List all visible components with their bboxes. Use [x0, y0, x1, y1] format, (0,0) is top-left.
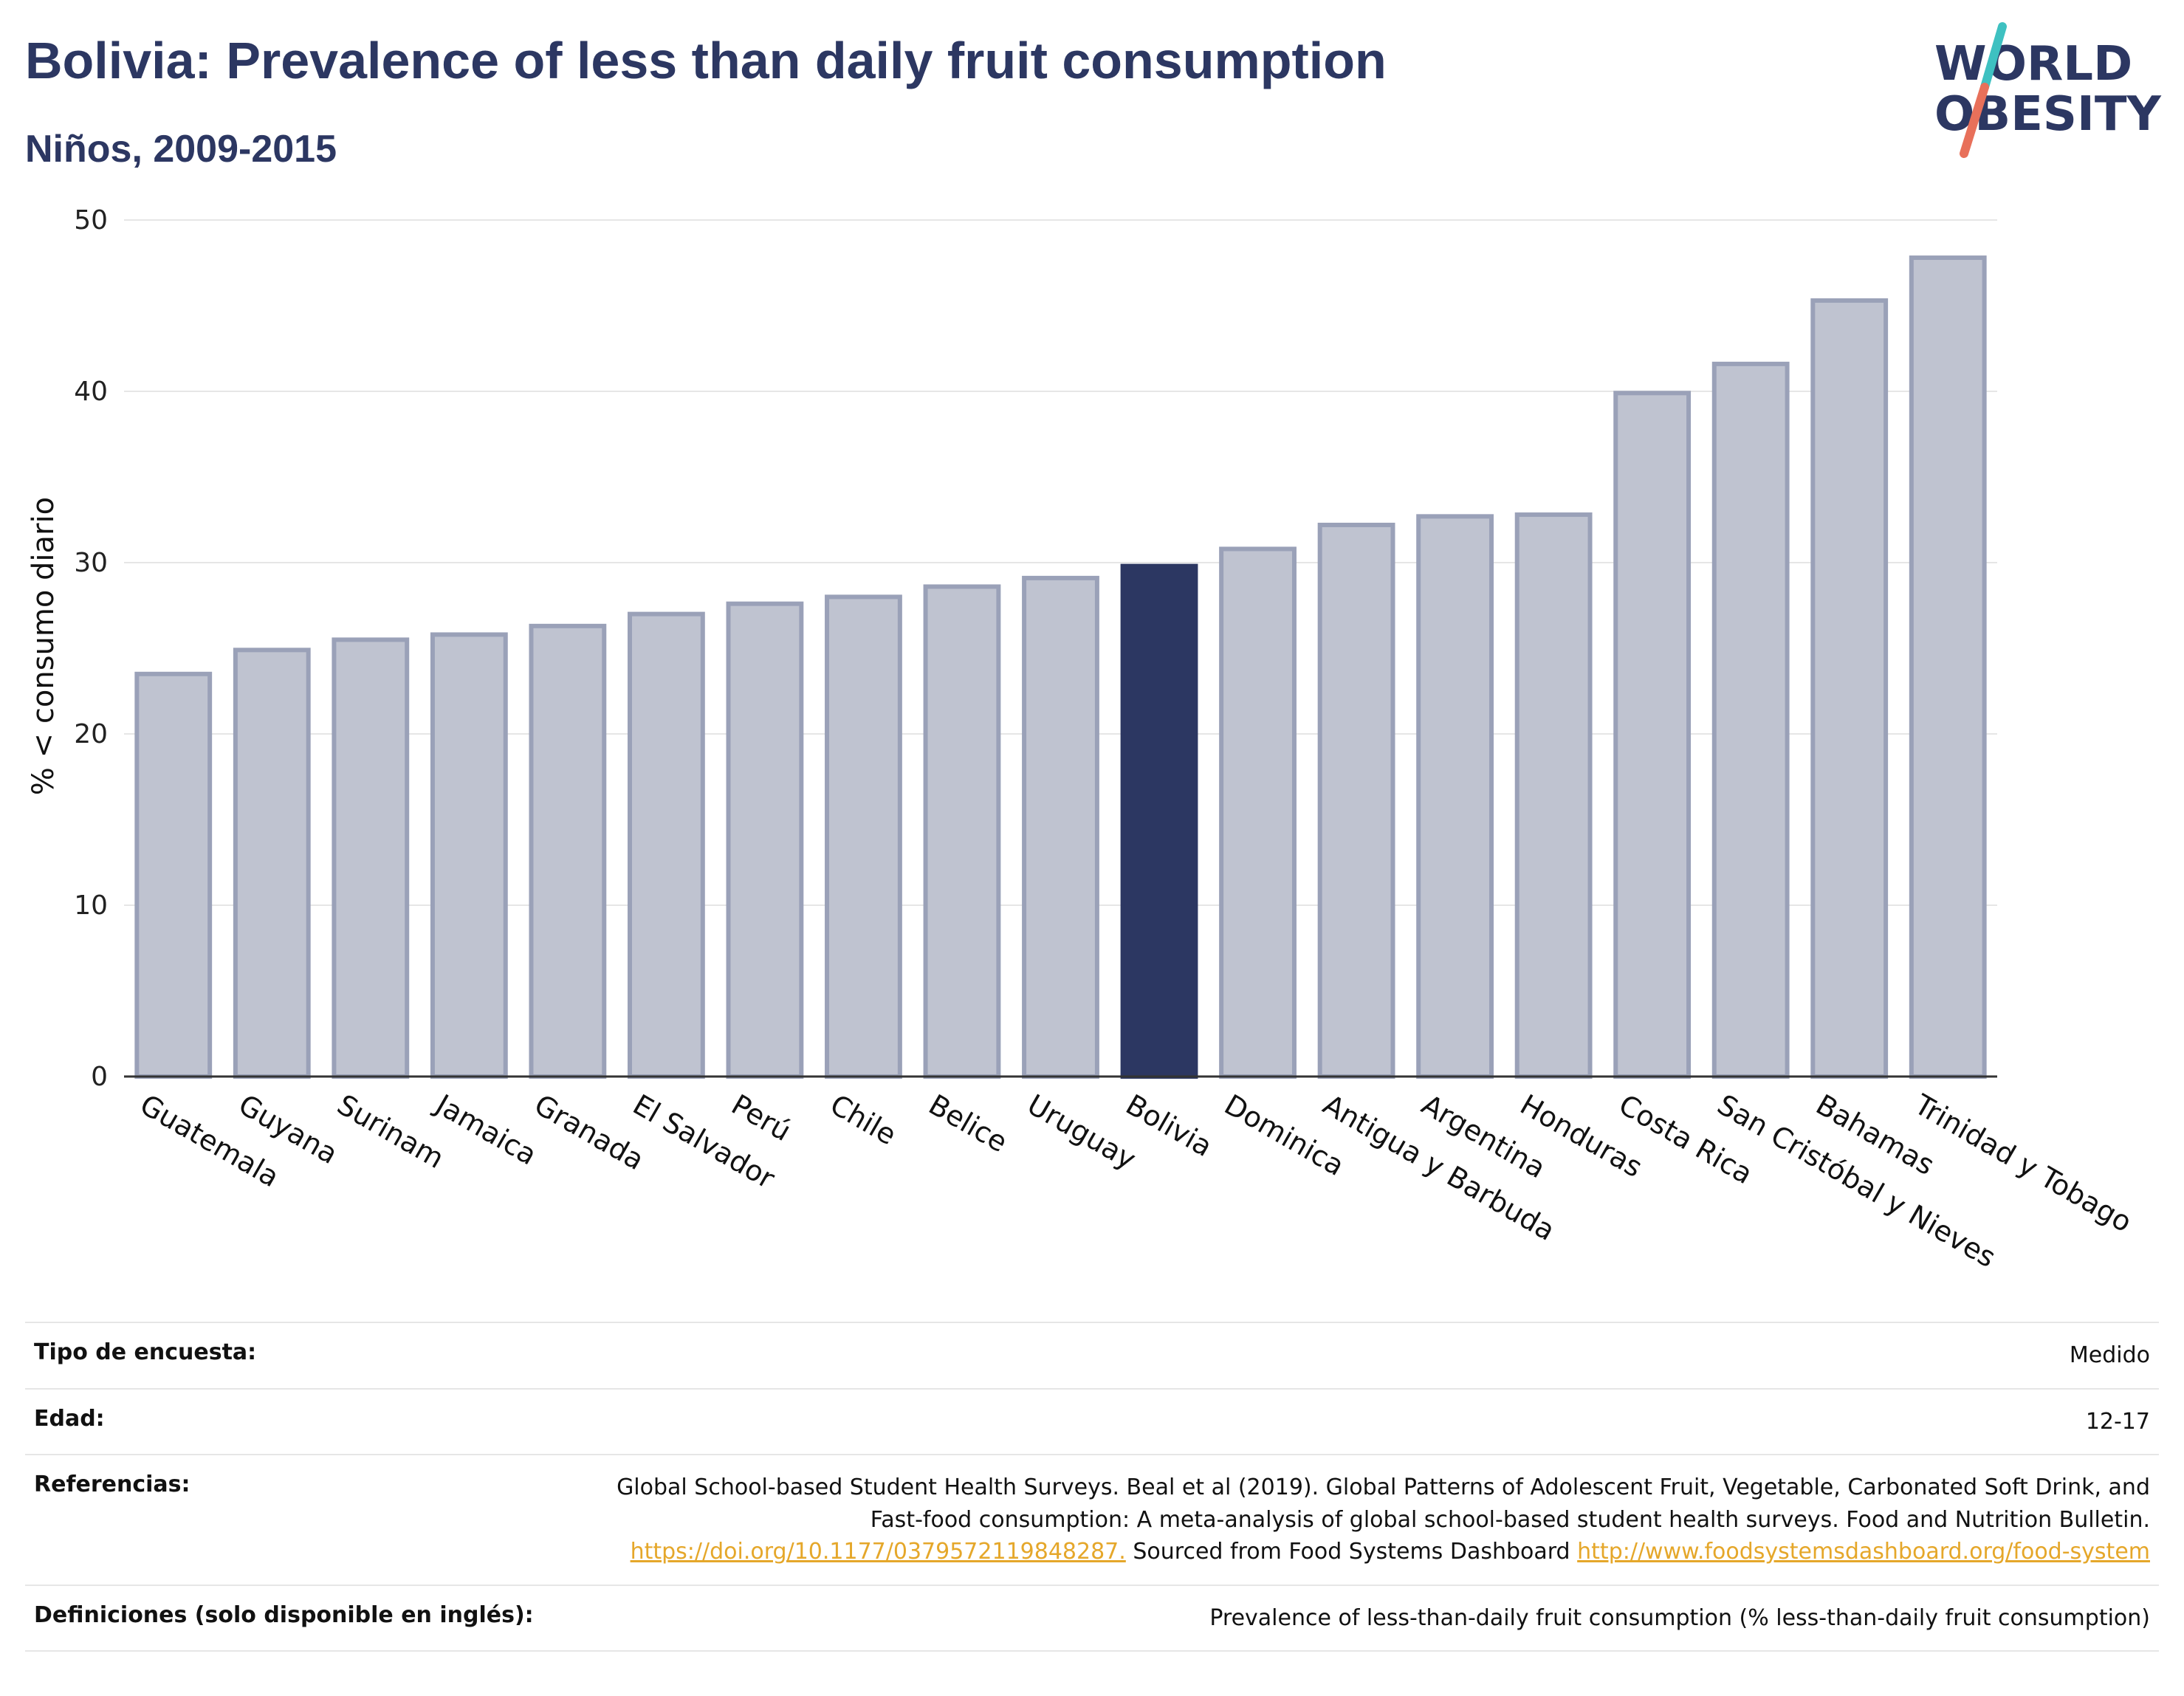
world-obesity-logo: WORLD OBESITY [1934, 22, 2161, 158]
references-text: Global School-based Student Health Surve… [617, 1474, 2150, 1533]
x-tick-label: Jamaica [429, 1088, 542, 1172]
y-tick-label: 10 [74, 890, 108, 921]
info-row-references: Referencias: Global School-based Student… [25, 1454, 2159, 1585]
y-tick-label: 0 [91, 1062, 108, 1092]
x-tick-label: Perú [726, 1088, 796, 1147]
y-axis-ticks: 0 10 20 30 40 50 [74, 205, 108, 1092]
info-row-survey: Tipo de encuesta: Medido [25, 1322, 2159, 1389]
info-row-age: Edad: 12-17 [25, 1387, 2159, 1455]
y-tick-label: 40 [74, 377, 108, 407]
bar-chart: 0 10 20 30 40 50 GuatemalaGuyanaSurinamJamaic… [27, 205, 2137, 1274]
age-label: Edad: [25, 1387, 560, 1455]
bar-costa-rica [1613, 391, 1692, 1079]
chart-title: Bolivia: Prevalence of less than daily f… [25, 32, 1387, 89]
info-table: Tipo de encuesta: Medido Edad: 12-17 Ref… [25, 1322, 2159, 1652]
chart-subtitle: Niños, 2009-2015 [25, 128, 337, 171]
bar-guatemala [134, 671, 213, 1079]
y-tick-label: 50 [74, 205, 108, 236]
references-value: Global School-based Student Health Surve… [560, 1454, 2159, 1585]
bar-trinidad-y-tobago [1909, 255, 1987, 1079]
info-row-definitions: Definiciones (solo disponible en inglés)… [25, 1584, 2159, 1652]
x-tick-label: Chile [825, 1088, 902, 1152]
bar-uruguay [1022, 575, 1099, 1079]
doi-link[interactable]: https://doi.org/10.1177/0379572119848287… [630, 1539, 1126, 1565]
logo-slash-teal [1980, 22, 2007, 92]
bar-el-salvador [627, 611, 705, 1079]
y-axis-title: % < consumo diario [27, 497, 61, 795]
logo-slash-coral [1960, 83, 1989, 158]
x-tick-label: Belice [923, 1088, 1012, 1159]
dashboard-link[interactable]: http://www.foodsystemsdashboard.org/food… [1577, 1539, 2150, 1565]
bars [124, 255, 1997, 1079]
bar-antigua-y-barbuda [1317, 522, 1395, 1079]
bar-jamaica [430, 632, 508, 1079]
bar-san-crist-bal-y-nieves [1711, 361, 1790, 1079]
bar-chile [825, 594, 902, 1079]
bar-bolivia [1120, 563, 1198, 1079]
age-value: 12-17 [560, 1387, 2159, 1455]
survey-type-label: Tipo de encuesta: [25, 1322, 560, 1389]
bar-argentina [1416, 514, 1494, 1079]
references-label: Referencias: [25, 1454, 560, 1585]
bar-dominica [1219, 546, 1297, 1079]
x-tick-label: Uruguay [1022, 1088, 1141, 1176]
x-tick-label: Surinam [332, 1088, 450, 1175]
bar-bahamas [1810, 298, 1889, 1079]
x-tick-label: Granada [529, 1088, 649, 1177]
definitions-label: Definiciones (solo disponible en inglés)… [25, 1584, 560, 1652]
y-tick-label: 20 [74, 719, 108, 749]
bar-guyana [233, 648, 311, 1079]
bar-belice [923, 584, 1001, 1079]
y-tick-label: 30 [74, 548, 108, 578]
bar-granada [529, 623, 607, 1079]
bar-honduras [1514, 512, 1593, 1079]
survey-type-value: Medido [560, 1322, 2159, 1389]
bar-surinam [332, 637, 410, 1079]
logo-text-world: WORLD [1934, 37, 2132, 92]
bar-per- [726, 601, 804, 1079]
references-source-text: Sourced from Food Systems Dashboard [1133, 1539, 1570, 1565]
definitions-value: Prevalence of less-than-daily fruit cons… [560, 1584, 2159, 1652]
